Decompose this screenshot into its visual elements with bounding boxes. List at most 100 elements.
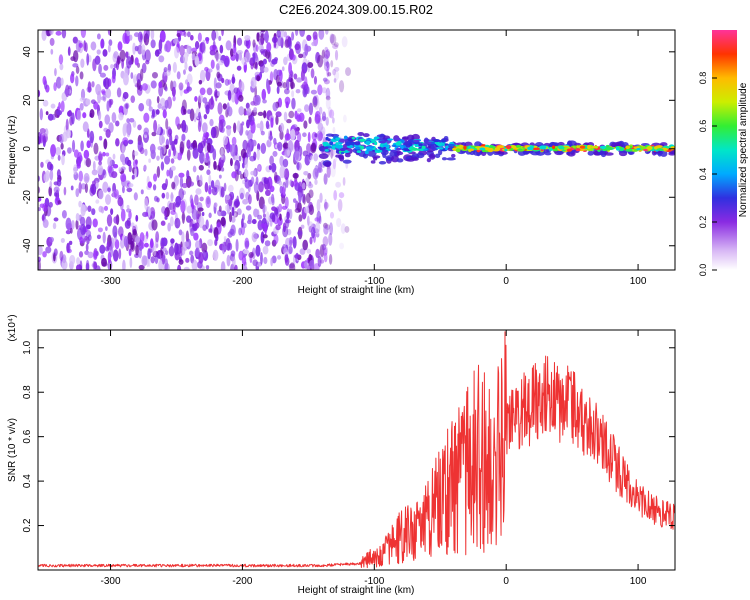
spectrogram-noise-blob [210,180,215,189]
spectrogram-noise-blob [186,149,191,161]
spectrogram-noise-blob [194,240,201,250]
spectrogram-noise-blob [183,108,187,115]
spectrogram-noise-blob [325,246,328,255]
spectrogram-noise-blob [282,225,289,238]
spectrogram-noise-blob [107,187,111,193]
spectrogram-noise-blob [242,198,249,205]
spectrogram-noise-blob [118,167,122,173]
spectrogram-noise-blob [68,240,73,245]
spectrogram-noise-blob [134,57,139,66]
spectrogram-noise-blob [313,153,319,162]
spectrogram-noise-blob [126,127,131,138]
spectrogram-band-cell [575,148,581,152]
spectrogram-band-cell [505,145,512,150]
spectrogram-noise-blob [166,169,170,177]
spectrogram-frame [37,29,676,271]
spectrogram-noise-blob [278,69,283,82]
spectrogram-noise-blob [316,130,323,142]
spectrogram-band-envelope [342,159,352,164]
spectrogram-noise-blob [333,42,339,48]
spectrogram-noise-blob [78,181,82,194]
spectrogram-noise-blob [279,130,284,140]
spectrogram-noise-blob [328,232,333,246]
spectrogram-band-envelope [443,136,449,141]
spectrogram-noise-blob [220,186,225,198]
spectrogram-noise-blob [263,177,270,185]
spectrogram-noise-blob [144,49,151,63]
spectrogram-noise-blob [48,236,54,243]
spectrogram-noise-blob [265,189,271,197]
spectrogram-band-cell [356,150,362,154]
spectrogram-noise-blob [38,256,41,263]
spectrogram-band-cell [340,151,345,155]
spectrogram-noise-blob [331,148,338,155]
spectrogram-noise-blob [138,103,145,112]
spectrogram-noise-blob [164,99,169,109]
spectrogram-noise-blob [262,58,267,65]
spectrogram-noise-blob [161,135,166,144]
spectrogram-noise-blob [326,66,330,78]
spectrogram-noise-blob [202,135,207,143]
spectrogram-noise-blob [244,157,249,170]
spectrogram-band-cell [339,147,346,152]
spectrogram-noise-blob [59,250,64,262]
spectrogram-noise-blob [291,31,295,41]
spectrogram-noise-blob [246,147,251,158]
spectrogram-noise-blob [199,87,206,96]
spectrogram-band-cell [413,139,420,143]
spectrogram-noise-blob [199,196,204,202]
spectrogram-noise-blob [76,162,81,169]
spectrogram-noise-blob [212,249,219,261]
spectrogram-noise-blob [159,30,166,43]
spectrogram-noise-blob [96,234,101,240]
spectrogram-band-cell [441,139,446,143]
spectrogram-noise-blob [42,75,47,86]
spectrogram-noise-blob [118,112,124,121]
spectrogram-noise-blob [131,174,135,180]
spectrogram-noise-blob [55,146,62,156]
spectrogram-noise-blob [80,223,86,236]
spectrogram-noise-blob [126,118,130,124]
spectrogram-noise-blob [294,147,300,161]
spectrogram-noise-blob [302,150,309,157]
spectrogram-noise-blob [64,89,69,95]
spectrogram-band-envelope [434,153,441,159]
spectrogram-noise-blob [95,265,101,270]
spectrogram-noise-blob [309,259,315,269]
spectrogram-noise-blob [149,143,156,154]
spectrogram-noise-blob [291,54,296,61]
spectrogram-noise-blob [296,77,303,83]
spectrogram-noise-blob [323,201,329,210]
spectrogram-noise-blob [332,158,337,170]
spectrogram-noise-blob [83,40,87,52]
spectrogram-noise-blob [336,217,342,228]
spectrogram-noise-blob [42,251,47,258]
spectrogram-band-cell [599,145,607,150]
spectrogram-band-cell [436,147,444,150]
spectrogram-band-envelope [318,153,329,159]
spectrogram-noise-blob [215,82,222,89]
spectrogram-noise-blob [176,32,181,38]
snr-y-ticks: 0.2 0.4 0.6 0.8 1.0 [22,340,675,533]
spectrogram-noise-blob [155,231,160,243]
spectrogram-noise-blob [76,257,80,265]
spectrogram-noise-blob [63,186,67,196]
spectrogram-noise-blob [56,109,63,116]
spectrogram-noise-blob [122,32,128,44]
spectrogram-noise-blob [291,90,295,98]
snr-y-scale-label: (x10⁴) [7,314,18,341]
spectrogram-noise-blob [132,228,137,236]
spectrogram-band-cell [323,146,329,150]
spectrogram-noise-blob [133,151,139,157]
spectrogram-noise-blob [79,71,84,80]
spectrogram-noise-blob [211,30,217,41]
spectrogram-noise-blob [153,173,158,182]
spectrogram-noise-blob [147,256,151,268]
spectrogram-noise-blob [53,186,60,193]
spectrogram-noise-blob [312,167,319,180]
spectrogram-noise-blob [322,77,328,82]
spectrogram-noise-blob [49,180,53,189]
spectrogram-band-envelope [325,133,334,137]
spectrogram-noise-blob [235,238,239,252]
spectrogram-noise-blob [94,55,101,65]
